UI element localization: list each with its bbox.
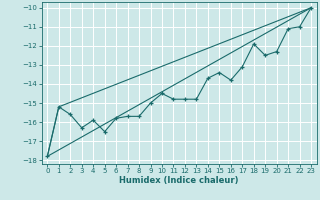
X-axis label: Humidex (Indice chaleur): Humidex (Indice chaleur) bbox=[119, 176, 239, 185]
